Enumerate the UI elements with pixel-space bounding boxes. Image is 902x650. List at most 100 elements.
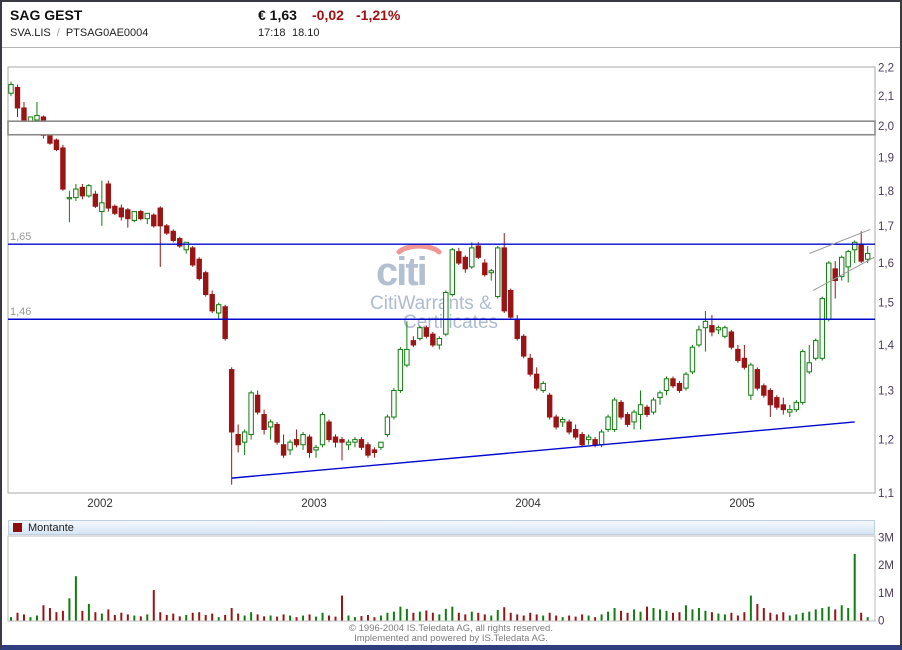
copyright-line: © 1996-2004 IS.Teledata AG, all rights r… [349,623,553,634]
candle-body [572,428,579,438]
price-tick-label: 2,0 [878,121,894,133]
candle-body [34,114,40,121]
candle-body [508,289,514,318]
level-label: 1,46 [10,306,31,318]
candle-body [430,333,436,346]
isin-code: PTSAG0AE0004 [65,27,149,39]
candle-body [605,416,611,430]
candle-body [501,247,507,312]
candle-body [761,385,767,396]
price-tick-label: 1,6 [878,258,894,270]
price-change: -0,02 [312,7,344,23]
candle-body [196,258,202,280]
candle-body [306,436,313,454]
volume-panel-border [7,535,876,622]
candle-body [774,397,780,408]
candle-body [618,401,624,418]
candle-body [832,268,838,282]
candle-body [203,272,209,296]
price-tick-label: 2,2 [878,63,894,75]
candle-body [592,439,598,446]
candle-body [663,378,670,391]
candle-body [404,348,410,366]
candle-body [274,423,280,443]
candle-body [183,241,189,251]
volume-tick-label: 3M [878,532,894,544]
candle-body [657,392,663,399]
candle-body [92,193,99,207]
candle-body [469,247,475,268]
candle-body [722,327,728,337]
candle-body [800,351,806,403]
candle-body [378,441,384,448]
candle-body [650,399,657,413]
price-tick-label: 1,1 [878,488,894,500]
candle-body [319,414,326,446]
candle-body [222,306,228,339]
volume-tick-label: 2M [878,560,894,572]
price-tick-label: 1,7 [878,221,894,233]
candle-body [767,389,774,406]
candle-body [144,212,150,220]
candle-body [553,416,559,428]
candle-body [826,262,832,320]
candle-body [819,298,825,359]
candle-body [611,399,618,430]
candle-body [488,270,494,274]
price-change-percent: -1,21% [356,7,401,23]
candle-body [248,392,254,436]
candle-body [60,147,66,190]
volume-legend-bar: Montante [8,520,875,535]
candle-body [839,256,845,278]
candle-body [345,441,352,446]
year-label: 2004 [515,498,541,510]
candle-body [79,186,86,197]
candle-body [566,421,572,433]
candle-body [793,401,799,411]
candle-body [339,439,345,443]
candle-body [670,378,676,387]
channel-lower-line [812,256,875,291]
candle-body [637,404,644,416]
candle-body [533,373,540,389]
quote-time: 17:18 [258,27,286,39]
candle-body [157,207,163,227]
price-tick-label: 1,9 [878,153,894,165]
candle-body [267,421,274,428]
candle-body [423,327,430,337]
candle-body [624,414,631,425]
candle-body [170,230,176,241]
quote-date: 18.10 [292,27,320,39]
candle-body [436,337,443,346]
candle-body [391,389,397,418]
candle-body [559,418,566,423]
candle-body [293,439,300,446]
candle-body [709,325,715,333]
candle-body [546,394,553,418]
candle-body [164,225,170,234]
candle-body [676,382,683,391]
resistance-box [7,120,876,136]
candle-body [8,84,14,94]
candle-body [365,444,371,456]
candle-body [806,362,812,373]
candle-body [748,364,754,396]
level-label: 1,65 [10,231,31,243]
candle-body [397,348,404,391]
candle-body [99,202,105,213]
watermark-line1: CitiWarrants & [370,293,492,314]
candle-body [741,357,748,368]
candle-body [313,446,319,451]
candle-body [683,373,689,389]
candle-body [105,183,112,209]
candle-body [118,207,125,218]
candle-body [858,243,864,262]
candle-body [475,245,481,258]
candle-body [371,449,378,454]
candle-body [702,320,709,329]
candle-body [456,251,462,264]
candle-body [845,251,851,268]
candle-body [754,369,761,389]
